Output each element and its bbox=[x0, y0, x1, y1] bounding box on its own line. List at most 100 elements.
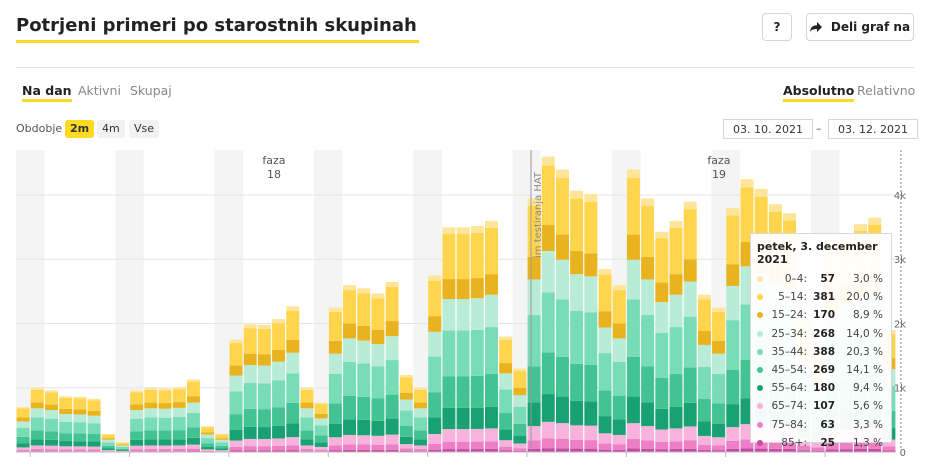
tooltip-percent: 20,0 % bbox=[846, 291, 883, 304]
bar-segment bbox=[172, 449, 186, 452]
bar-segment bbox=[399, 426, 413, 437]
bar-segment bbox=[598, 449, 612, 452]
bar-segment bbox=[186, 379, 200, 382]
period-2m[interactable]: 2m bbox=[65, 120, 95, 138]
bar-segment bbox=[513, 387, 527, 396]
bar-segment bbox=[243, 353, 257, 366]
tooltip-age-label: 45–54: bbox=[771, 364, 807, 377]
bar-segment bbox=[555, 169, 569, 179]
bar-segment bbox=[16, 443, 30, 448]
chart-tooltip: petek, 3. december 2021 0–4: 57 3,0 % 5–14:… bbox=[750, 233, 892, 449]
hat-marker-label: im testiranja HAT bbox=[533, 171, 544, 258]
bar-segment bbox=[115, 444, 129, 446]
bar-segment bbox=[768, 440, 782, 449]
bar-segment bbox=[655, 449, 669, 452]
bar-segment bbox=[484, 406, 498, 429]
bar-segment bbox=[314, 418, 328, 426]
bar-segment bbox=[186, 402, 200, 413]
bar-segment bbox=[428, 280, 442, 317]
mode-absolutno[interactable]: Absolutno bbox=[783, 83, 855, 102]
bar-segment bbox=[484, 274, 498, 295]
bar-segment bbox=[484, 374, 498, 407]
period-4m[interactable]: 4m bbox=[97, 120, 125, 138]
bar-segment bbox=[201, 432, 215, 435]
bar-segment bbox=[215, 445, 229, 449]
bar-segment bbox=[300, 408, 314, 418]
bar-segment bbox=[300, 445, 314, 450]
bar-segment bbox=[201, 426, 215, 428]
bar-segment bbox=[612, 338, 626, 362]
bar-segment bbox=[470, 428, 484, 442]
bar-segment bbox=[669, 220, 683, 228]
bar-segment bbox=[16, 436, 30, 444]
bar-segment bbox=[257, 324, 271, 329]
period-vse[interactable]: Vse bbox=[129, 120, 160, 138]
bar-segment bbox=[229, 375, 243, 392]
bar-segment bbox=[697, 449, 711, 452]
bar-segment bbox=[385, 444, 399, 450]
bar-segment bbox=[101, 438, 115, 440]
bar-segment bbox=[598, 390, 612, 417]
bar-segment bbox=[130, 439, 144, 446]
bar-segment bbox=[215, 439, 229, 443]
bar-segment bbox=[16, 449, 30, 452]
bar-segment bbox=[442, 441, 456, 450]
share-button[interactable]: Deli graf na bbox=[806, 13, 914, 41]
help-button[interactable]: ? bbox=[762, 13, 792, 41]
bar-segment bbox=[87, 449, 101, 452]
date-to-input[interactable]: 03. 12. 2021 bbox=[828, 119, 918, 139]
tab-skupaj[interactable]: Skupaj bbox=[130, 83, 172, 98]
bar-segment bbox=[328, 423, 342, 438]
tab-aktivni[interactable]: Aktivni bbox=[78, 83, 121, 98]
phase-number: 19 bbox=[712, 168, 726, 181]
date-from-input[interactable]: 03. 10. 2021 bbox=[723, 119, 813, 139]
share-button-label: Deli graf na bbox=[830, 20, 911, 34]
bar-segment bbox=[868, 448, 882, 452]
bar-segment bbox=[73, 449, 87, 452]
bar-segment bbox=[854, 441, 868, 450]
bar-segment bbox=[229, 429, 243, 441]
bar-segment bbox=[314, 425, 328, 436]
header-divider bbox=[16, 67, 914, 68]
bar-segment bbox=[229, 339, 243, 344]
bar-segment bbox=[655, 408, 669, 430]
bar-segment bbox=[328, 373, 342, 404]
bar-segment bbox=[243, 328, 257, 354]
bar-segment bbox=[612, 395, 626, 420]
tooltip-row: 85+: 25 1,3 % bbox=[757, 434, 885, 452]
tooltip-date: petek, 3. december 2021 bbox=[757, 240, 878, 266]
bar-segment bbox=[839, 449, 853, 452]
bar-segment bbox=[87, 415, 101, 424]
bar-segment bbox=[314, 402, 328, 405]
bar-segment bbox=[172, 402, 186, 408]
tooltip-age-label: 65–74: bbox=[771, 400, 807, 413]
tab-na-dan[interactable]: Na dan bbox=[22, 83, 72, 102]
bar-segment bbox=[612, 323, 626, 339]
mode-relativno[interactable]: Relativno bbox=[857, 83, 916, 98]
bar-segment bbox=[314, 442, 328, 447]
bar-segment bbox=[484, 448, 498, 452]
tooltip-value: 170 bbox=[813, 309, 835, 322]
bar-segment bbox=[272, 445, 286, 451]
bar-segment bbox=[399, 444, 413, 449]
bar-segment bbox=[868, 441, 882, 449]
bar-segment bbox=[343, 290, 357, 324]
bar-segment bbox=[87, 398, 101, 401]
bar-segment bbox=[456, 429, 470, 442]
bar-segment bbox=[414, 387, 428, 390]
bar-segment bbox=[30, 387, 44, 390]
legend-dot-icon bbox=[757, 276, 763, 283]
bar-segment bbox=[626, 259, 640, 300]
bar-segment bbox=[726, 285, 740, 321]
bar-segment bbox=[414, 402, 428, 409]
bar-segment bbox=[754, 188, 768, 197]
bar-segment bbox=[555, 438, 569, 449]
bar-segment bbox=[697, 366, 711, 399]
bar-segment bbox=[513, 371, 527, 388]
bar-segment bbox=[158, 390, 172, 404]
bar-segment bbox=[641, 402, 655, 427]
bar-segment bbox=[513, 423, 527, 436]
bar-segment bbox=[186, 412, 200, 428]
bar-segment bbox=[286, 402, 300, 424]
